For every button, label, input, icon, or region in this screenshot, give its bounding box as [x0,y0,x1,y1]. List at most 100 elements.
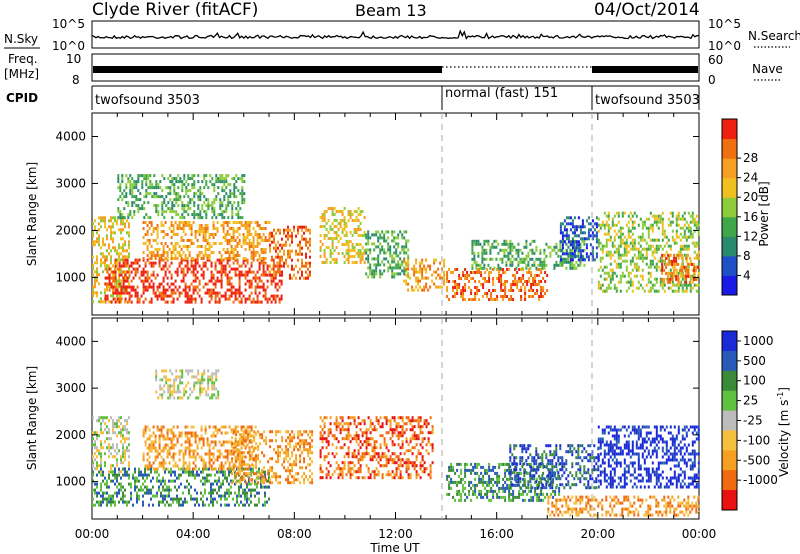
data-cell [599,223,602,227]
data-cell [138,297,141,301]
data-cell [146,446,149,450]
data-cell [411,267,414,271]
data-cell [216,455,219,459]
data-cell [102,473,104,477]
data-cell [233,469,236,473]
data-cell [297,228,299,232]
data-cell [641,247,644,251]
data-cell [202,500,204,504]
data-cell [160,291,163,295]
data-cell [587,231,590,235]
data-cell [236,467,238,471]
data-cell [529,257,532,261]
data-cell [697,262,700,266]
data-cell [405,230,408,234]
data-cell [264,227,267,230]
data-cell [190,258,193,262]
data-cell [417,282,420,286]
data-cell [343,207,346,210]
data-cell [173,186,176,190]
data-cell [181,189,184,193]
data-cell [579,263,582,267]
data-cell [685,268,688,272]
data-cell [599,247,602,251]
data-cell [605,232,608,236]
data-cell [605,286,608,290]
data-cell [116,297,119,301]
data-cell [196,270,199,274]
data-cell [162,297,165,301]
data-cell [218,449,221,453]
data-cell [222,230,225,233]
data-cell [181,213,184,217]
data-cell [253,472,256,476]
data-cell [647,265,650,269]
data-cell [170,479,172,483]
data-cell [279,261,281,265]
data-cell [230,428,233,432]
data-cell [697,265,700,269]
data-cell [238,227,241,230]
data-cell [613,271,616,275]
data-cell [521,251,524,255]
data-cell [220,282,223,286]
data-cell [565,237,568,241]
data-cell [250,425,253,429]
data-cell [133,186,136,190]
data-cell [262,248,265,251]
data-cell [112,288,114,292]
data-cell [131,204,134,208]
data-cell [244,455,247,459]
data-cell [156,449,159,453]
data-cell [150,470,152,474]
data-cell [639,250,642,254]
data-cell [128,461,130,465]
data-cell [158,248,161,251]
data-cell [534,283,537,286]
data-cell [544,292,547,295]
data-cell [114,503,116,507]
data-cell [561,248,564,252]
data-cell [197,396,200,400]
data-cell [683,283,686,287]
data-cell [241,454,244,458]
data-cell [225,210,228,214]
data-cell [655,280,658,284]
data-cell [516,280,519,283]
data-cell [623,241,626,245]
data-cell [211,216,214,220]
data-cell [275,243,277,247]
data-cell [619,238,622,242]
data-cell [541,260,544,264]
data-cell [527,251,530,255]
data-cell [162,264,165,268]
data-cell [124,273,127,277]
data-cell [421,273,424,277]
data-cell [513,245,516,249]
data-cell [669,244,672,248]
data-cell [236,258,239,262]
data-cell [373,275,376,279]
data-cell [181,369,184,373]
data-cell [203,210,206,214]
data-cell [104,243,106,247]
data-cell [215,174,218,178]
data-cell [323,252,326,255]
data-cell [431,273,434,277]
data-cell [479,266,482,270]
data-cell [94,452,96,456]
data-cell [577,216,580,220]
data-cell [224,503,226,507]
data-cell [228,264,231,268]
data-cell [484,277,487,280]
data-cell [297,225,299,229]
data-cell [130,294,133,298]
data-cell [635,256,638,260]
data-cell [275,270,277,274]
data-cell [246,221,249,224]
data-cell [143,177,146,181]
data-cell [224,431,227,435]
data-cell [192,270,195,274]
data-cell [210,273,213,277]
data-cell [667,259,670,263]
